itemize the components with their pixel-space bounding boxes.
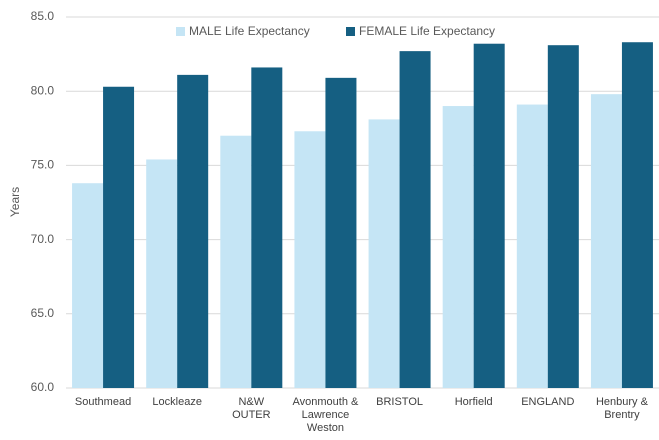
x-tick-label: Henbury & Brentry xyxy=(595,396,648,421)
y-tick-label: 60.0 xyxy=(31,380,55,394)
bar xyxy=(590,94,622,388)
bar xyxy=(399,51,431,389)
bar xyxy=(72,183,104,388)
y-tick-label: 75.0 xyxy=(31,158,55,172)
x-tick-label: N&W OUTER xyxy=(232,396,271,421)
bar xyxy=(473,43,505,388)
x-tick-label: Southmead xyxy=(74,396,132,408)
y-tick-label: 80.0 xyxy=(31,83,55,97)
bar xyxy=(251,67,283,389)
x-tick-label: Lockleaze xyxy=(152,396,202,408)
bar xyxy=(220,135,252,388)
bar xyxy=(516,104,548,388)
y-tick-label: 65.0 xyxy=(31,306,55,320)
legend-swatch xyxy=(346,27,355,36)
y-axis-label: Years xyxy=(8,187,22,217)
legend-label: FEMALE Life Expectancy xyxy=(359,24,495,38)
bar xyxy=(547,45,579,389)
y-tick-label: 85.0 xyxy=(31,9,55,23)
bar xyxy=(325,77,357,389)
bar xyxy=(103,86,135,389)
bar xyxy=(621,42,653,389)
legend-swatch xyxy=(176,27,185,36)
x-tick-label: BRISTOL xyxy=(376,396,423,408)
legend-label: MALE Life Expectancy xyxy=(189,24,310,38)
y-tick-label: 70.0 xyxy=(31,232,55,246)
bar xyxy=(177,74,209,388)
bar xyxy=(294,131,326,388)
x-tick-label: Avonmouth & Lawrence Weston xyxy=(292,396,359,434)
x-tick-label: Horfield xyxy=(454,396,493,408)
bar xyxy=(146,159,178,388)
x-tick-label: ENGLAND xyxy=(521,396,575,408)
bar xyxy=(368,119,400,389)
bar xyxy=(442,106,474,388)
